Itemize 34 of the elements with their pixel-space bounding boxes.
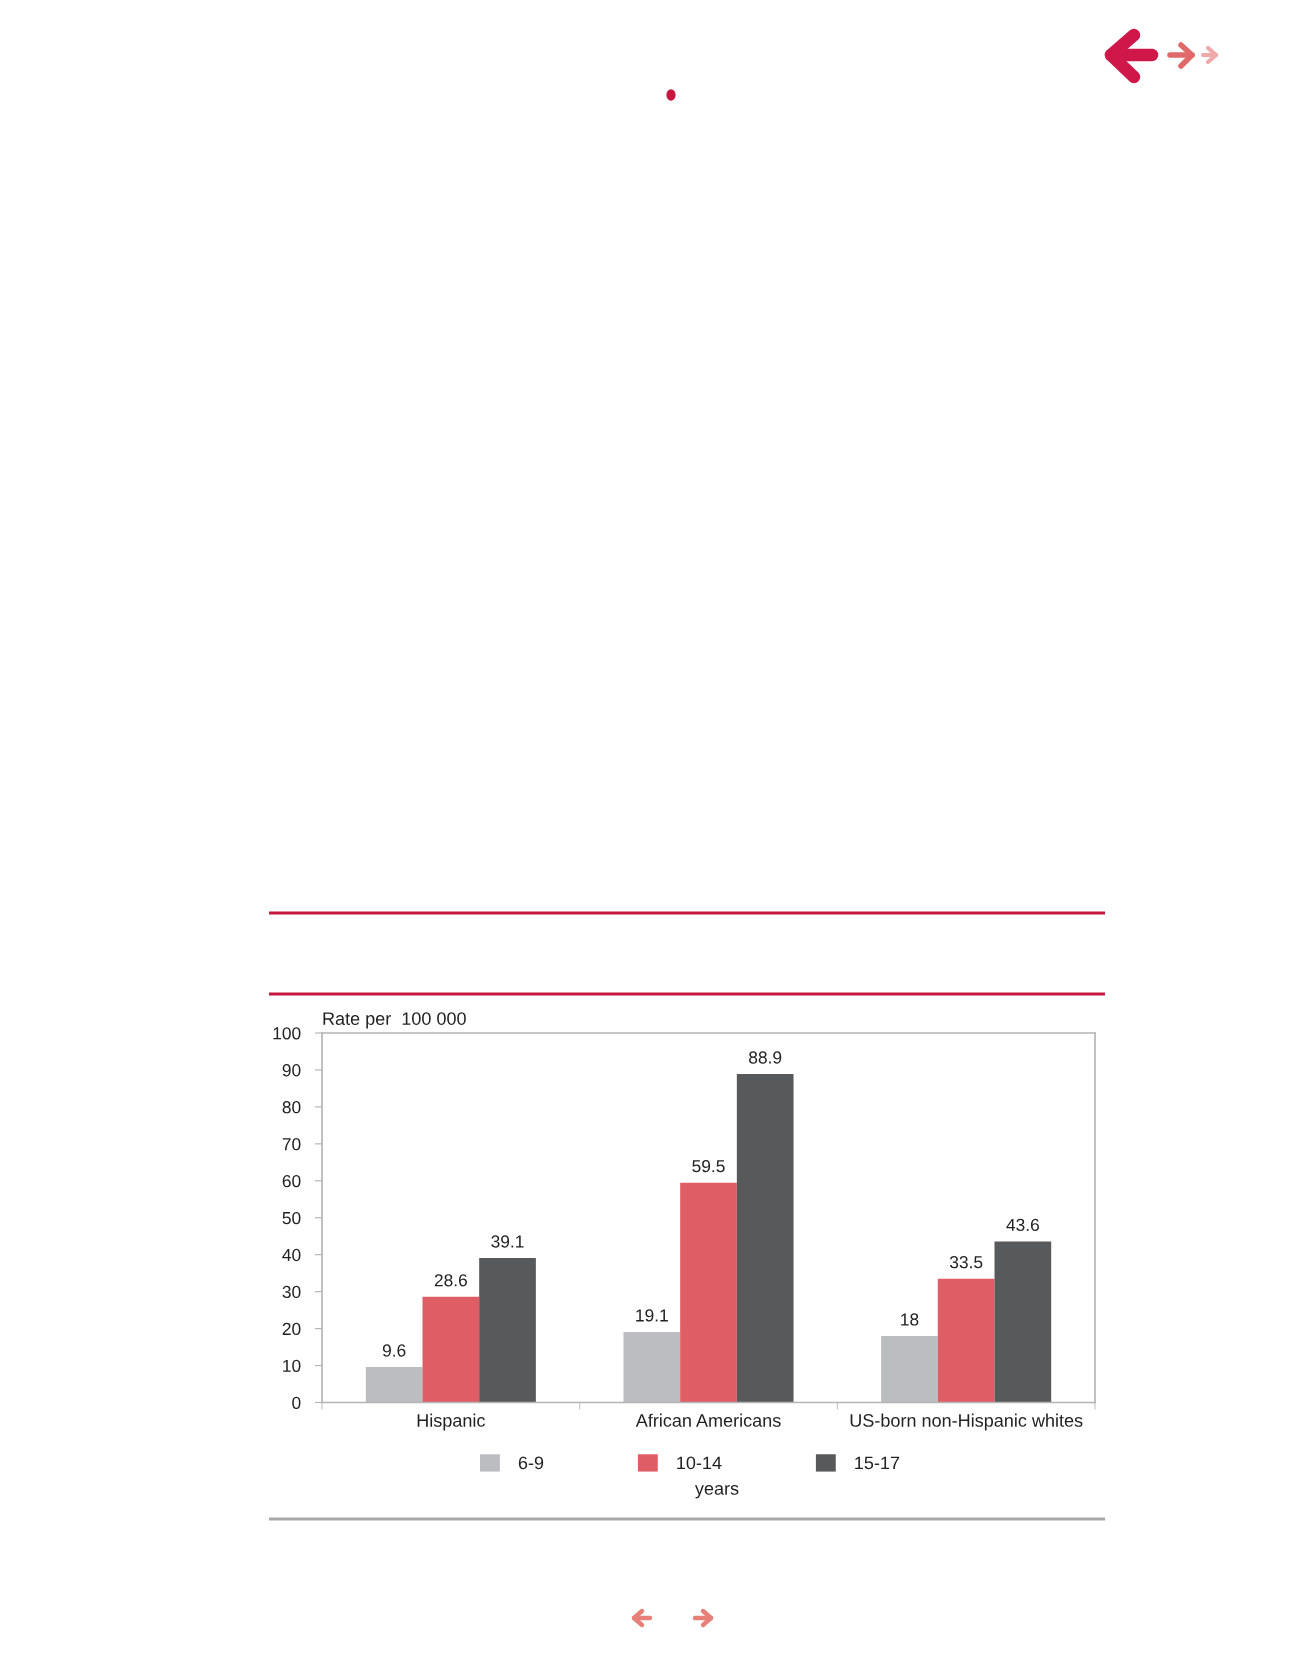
- data-label: 39.1: [491, 1235, 524, 1248]
- y-tick-label: 90: [282, 1064, 301, 1077]
- legend-label: 15-17: [855, 1456, 900, 1470]
- y-tick-label: 80: [282, 1101, 301, 1114]
- bar: [994, 1241, 1052, 1403]
- y-axis-title: Rate per 100 000: [323, 1012, 466, 1029]
- x-tick-label: African Americans: [635, 1413, 781, 1427]
- data-label: 19.1: [636, 1309, 668, 1322]
- data-label: 88.9: [749, 1051, 782, 1064]
- data-label: 9.6: [382, 1344, 406, 1357]
- data-label: 18: [901, 1313, 919, 1326]
- bar: [736, 1074, 794, 1403]
- legend-title: years: [694, 1484, 739, 1499]
- y-tick-label: 0: [292, 1396, 301, 1409]
- data-label: 43.6: [1006, 1218, 1039, 1232]
- y-tick-label: 10: [283, 1359, 301, 1373]
- bar: [422, 1296, 480, 1403]
- data-label: 28.6: [434, 1274, 467, 1287]
- x-tick-label: US-born non-Hispanic whites: [850, 1413, 1083, 1431]
- y-tick-label: 60: [282, 1174, 301, 1188]
- y-tick-label: 100: [273, 1027, 301, 1040]
- y-tick-label: 70: [282, 1138, 301, 1151]
- legend-label: 10-14: [677, 1456, 722, 1470]
- y-tick-label: 20: [282, 1322, 301, 1336]
- x-tick-label: Hispanic: [417, 1413, 485, 1431]
- bar: [937, 1278, 995, 1403]
- data-label: 59.5: [692, 1159, 725, 1173]
- legend-label: 6-9: [518, 1456, 544, 1470]
- y-tick-label: 40: [282, 1248, 301, 1262]
- bar: [680, 1182, 737, 1403]
- bar: [479, 1258, 536, 1403]
- y-tick-label: 30: [282, 1285, 301, 1299]
- y-tick-label: 50: [282, 1211, 301, 1225]
- data-label: 33.5: [949, 1256, 983, 1269]
